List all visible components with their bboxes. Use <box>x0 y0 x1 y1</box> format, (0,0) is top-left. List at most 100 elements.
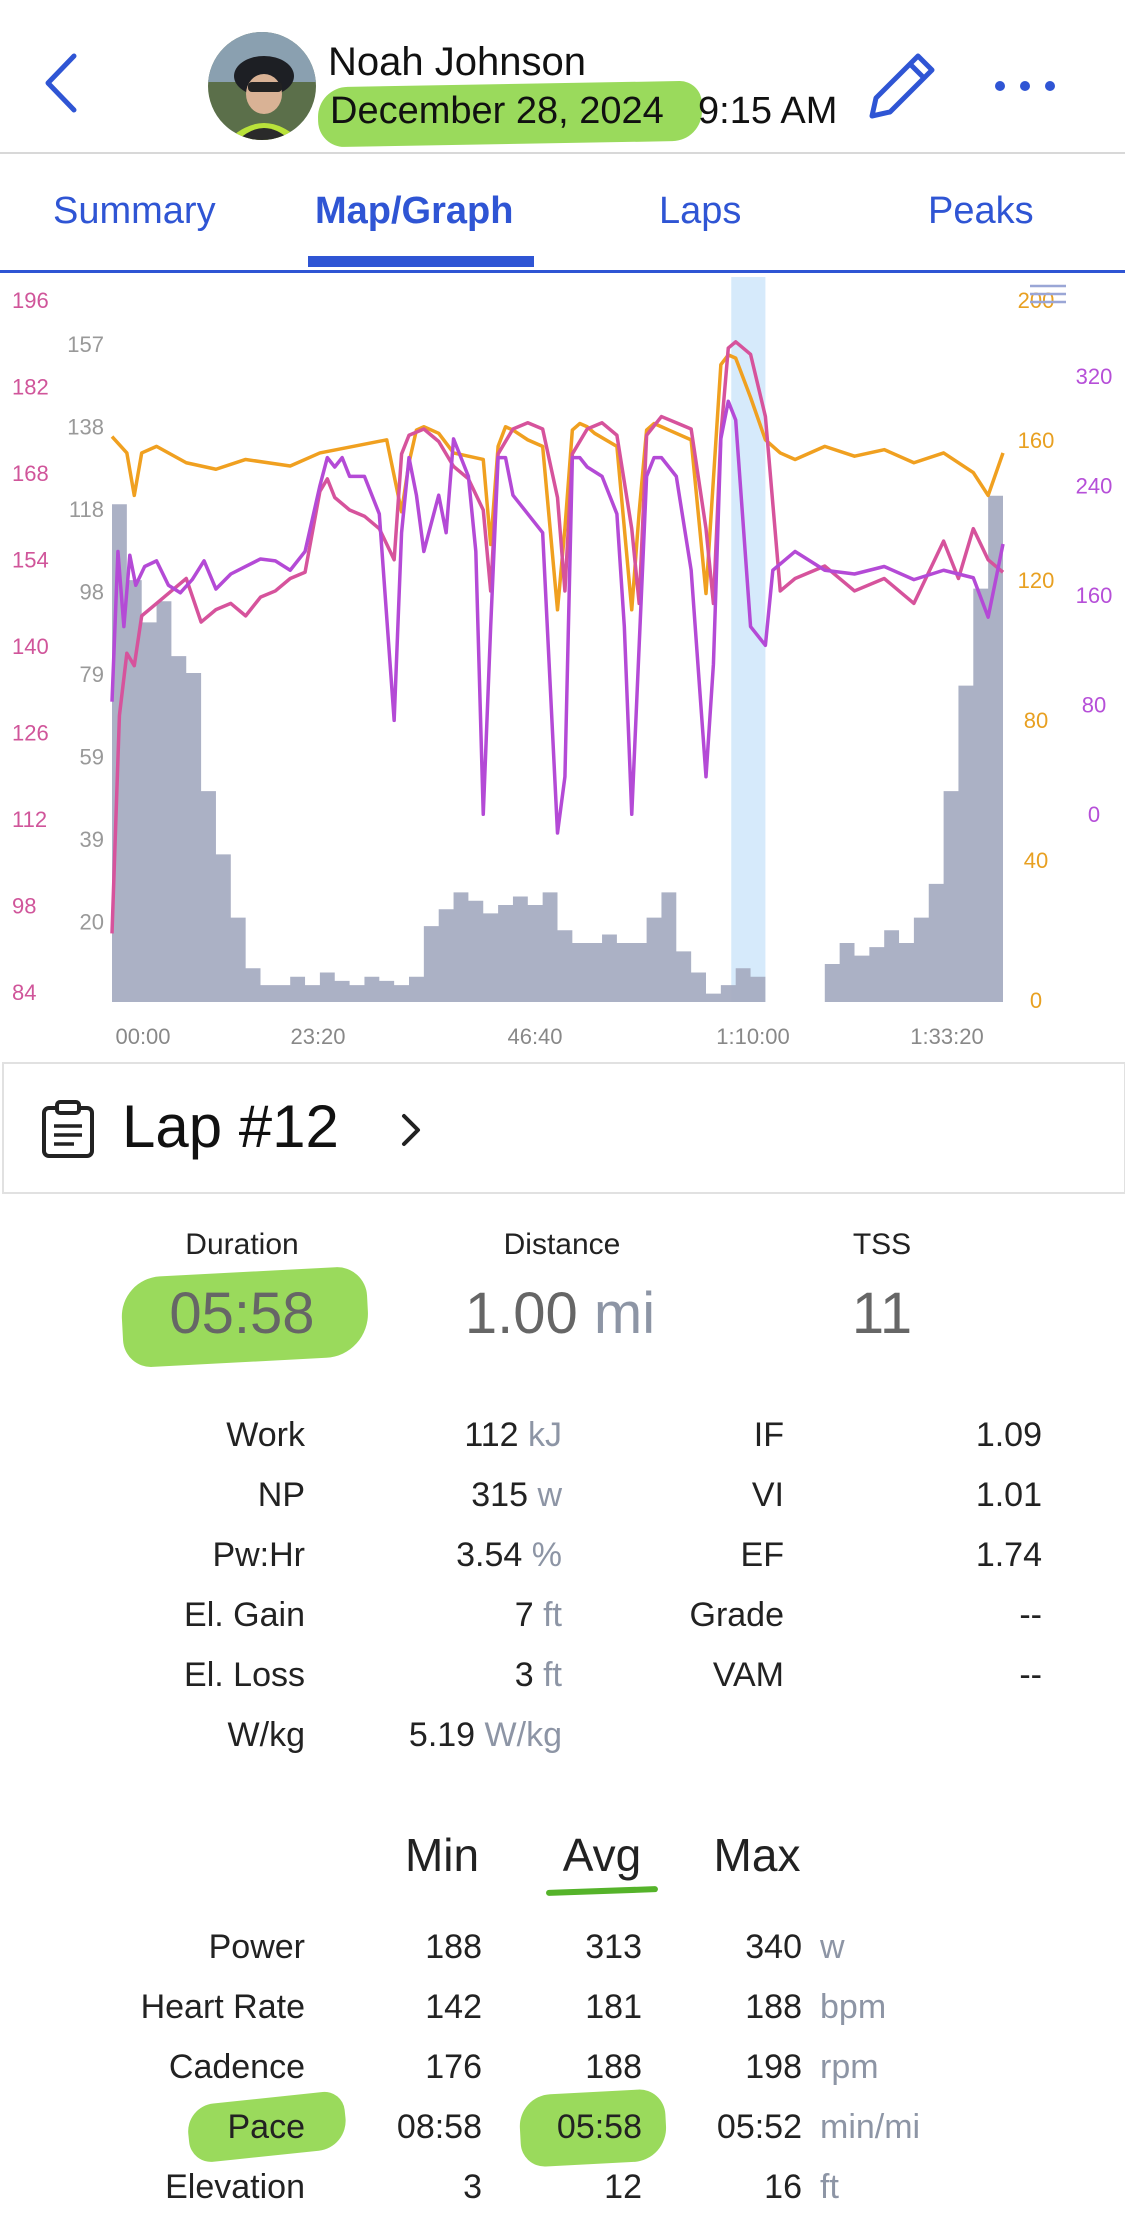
metric-label: Work <box>226 1416 305 1454</box>
elevation-axis-tick: 118 <box>69 497 104 522</box>
header-bar: Noah Johnson December 28, 2024 9:15 AM <box>0 0 1125 154</box>
x-axis-tick: 46:40 <box>507 1024 562 1049</box>
stat-unit: w <box>820 1928 845 1966</box>
elevation-axis-tick: 20 <box>80 910 104 935</box>
activity-date: December 28, 2024 <box>330 90 664 132</box>
power-axis-tick: 320 <box>1076 364 1113 389</box>
metric-label: VI <box>751 1476 784 1514</box>
tab-bar: Summary Map/Graph Laps Peaks <box>0 154 1125 273</box>
col-header-avg: Avg <box>562 1829 642 1881</box>
cadence-axis-tick: 120 <box>1018 568 1055 593</box>
stat-max-value: 198 <box>745 2048 802 2086</box>
stat-avg-value: 181 <box>585 1988 642 2026</box>
metric-label: El. Loss <box>184 1656 305 1694</box>
col-header-min: Min <box>404 1829 480 1881</box>
elevation-axis-tick: 138 <box>67 415 104 440</box>
metric-label: IF <box>753 1416 784 1454</box>
hr-axis-tick: 168 <box>12 461 49 486</box>
col-header-max: Max <box>713 1829 801 1881</box>
cadence-axis-tick: 160 <box>1018 428 1055 453</box>
cadence-axis-tick: 40 <box>1024 848 1048 873</box>
metric-label: El. Gain <box>184 1596 305 1634</box>
activity-time: 9:15 AM <box>698 90 838 132</box>
distance-label: Distance <box>503 1228 621 1261</box>
hr-axis-tick: 140 <box>12 634 49 659</box>
stat-avg-value: 313 <box>585 1928 642 1966</box>
stat-min-value: 08:58 <box>396 2108 482 2146</box>
stat-unit: bpm <box>820 1988 887 2026</box>
chevron-right-icon[interactable] <box>396 1108 426 1152</box>
metric-label: Pw:Hr <box>212 1536 305 1574</box>
athlete-name: Noah Johnson <box>328 40 586 84</box>
stat-row-label: Cadence <box>168 2048 305 2086</box>
cadence-axis-tick: 200 <box>1018 288 1055 313</box>
distance-value: 1.00 <box>464 1281 578 1346</box>
x-axis-tick: 1:10:00 <box>716 1024 789 1049</box>
metric-value: 5.19 W/kg <box>408 1716 562 1754</box>
chart-menu-icon[interactable] <box>1030 284 1066 304</box>
cadence-line <box>110 353 1005 612</box>
x-axis-tick: 23:20 <box>290 1024 345 1049</box>
heart-rate-line <box>110 340 1005 934</box>
metric-value: 7 ft <box>514 1596 562 1634</box>
edit-pencil-icon[interactable] <box>858 46 942 130</box>
x-axis-tick: 00:00 <box>115 1024 170 1049</box>
tab-map-graph[interactable]: Map/Graph <box>315 190 514 232</box>
hr-axis-tick: 112 <box>12 807 47 832</box>
cadence-axis-tick: 0 <box>1030 988 1042 1013</box>
tab-summary[interactable]: Summary <box>53 190 216 232</box>
lap-title: Lap #12 <box>122 1093 339 1160</box>
metric-value: 112 kJ <box>464 1416 562 1454</box>
duration-label: Duration <box>185 1228 299 1261</box>
hr-axis-tick: 154 <box>12 548 49 573</box>
metric-label: Grade <box>689 1596 785 1634</box>
metric-value: 3.54 % <box>456 1536 562 1574</box>
metric-value: -- <box>1019 1656 1042 1694</box>
stat-min-value: 188 <box>425 1928 482 1966</box>
duration-value: 05:58 <box>169 1281 315 1346</box>
power-axis-tick: 80 <box>1082 693 1106 718</box>
metric-label: EF <box>740 1536 784 1574</box>
metric-value: 1.09 <box>975 1416 1042 1454</box>
elevation-area <box>112 495 1003 1002</box>
metric-value: 1.74 <box>975 1536 1042 1574</box>
stat-max-value: 16 <box>764 2168 802 2206</box>
metric-label: VAM <box>712 1656 784 1694</box>
elevation-axis-tick: 59 <box>80 745 104 770</box>
hr-axis-tick: 196 <box>12 288 49 313</box>
hr-axis-tick: 98 <box>12 894 36 919</box>
activity-chart[interactable]: 196 182 168 154 140 126 112 98 84 157 138 118 98 79 59… <box>0 272 1125 1062</box>
stat-row-label: Elevation <box>165 2168 305 2206</box>
stat-avg-value: 188 <box>585 2048 642 2086</box>
x-axis-tick: 1:33:20 <box>910 1024 983 1049</box>
power-axis-tick: 0 <box>1088 802 1100 827</box>
more-options-icon[interactable] <box>990 64 1060 108</box>
stat-unit: rpm <box>820 2048 879 2086</box>
stat-unit: min/mi <box>820 2108 921 2146</box>
lap-selector[interactable]: Lap #12 <box>2 1062 1125 1194</box>
highlight-mark <box>545 1886 659 1896</box>
active-tab-indicator <box>308 256 534 267</box>
stat-unit: ft <box>820 2168 839 2206</box>
stat-row-label: Power <box>208 1928 305 1966</box>
clipboard-icon <box>42 1100 94 1158</box>
power-axis-tick: 160 <box>1076 583 1113 608</box>
power-line <box>110 399 1005 835</box>
chart-canvas[interactable]: 196 182 168 154 140 126 112 98 84 157 138 118 98 79 59… <box>0 272 1125 1062</box>
cadence-axis-tick: 80 <box>1024 708 1048 733</box>
metric-value: -- <box>1019 1596 1042 1634</box>
hr-axis-tick: 84 <box>12 980 36 1005</box>
metric-label: W/kg <box>227 1716 305 1754</box>
hr-axis-tick: 182 <box>12 375 49 400</box>
metric-value: 1.01 <box>975 1476 1042 1514</box>
stat-min-value: 176 <box>425 2048 482 2086</box>
tss-value: 11 <box>851 1281 913 1346</box>
tab-laps[interactable]: Laps <box>659 190 742 232</box>
tab-peaks[interactable]: Peaks <box>928 190 1034 232</box>
tss-label: TSS <box>852 1228 912 1261</box>
avatar[interactable] <box>208 32 316 140</box>
stat-row-label: Heart Rate <box>140 1988 305 2026</box>
back-arrow-icon[interactable] <box>38 48 88 118</box>
hr-axis-tick: 126 <box>12 721 49 746</box>
elevation-axis-tick: 157 <box>67 332 104 357</box>
